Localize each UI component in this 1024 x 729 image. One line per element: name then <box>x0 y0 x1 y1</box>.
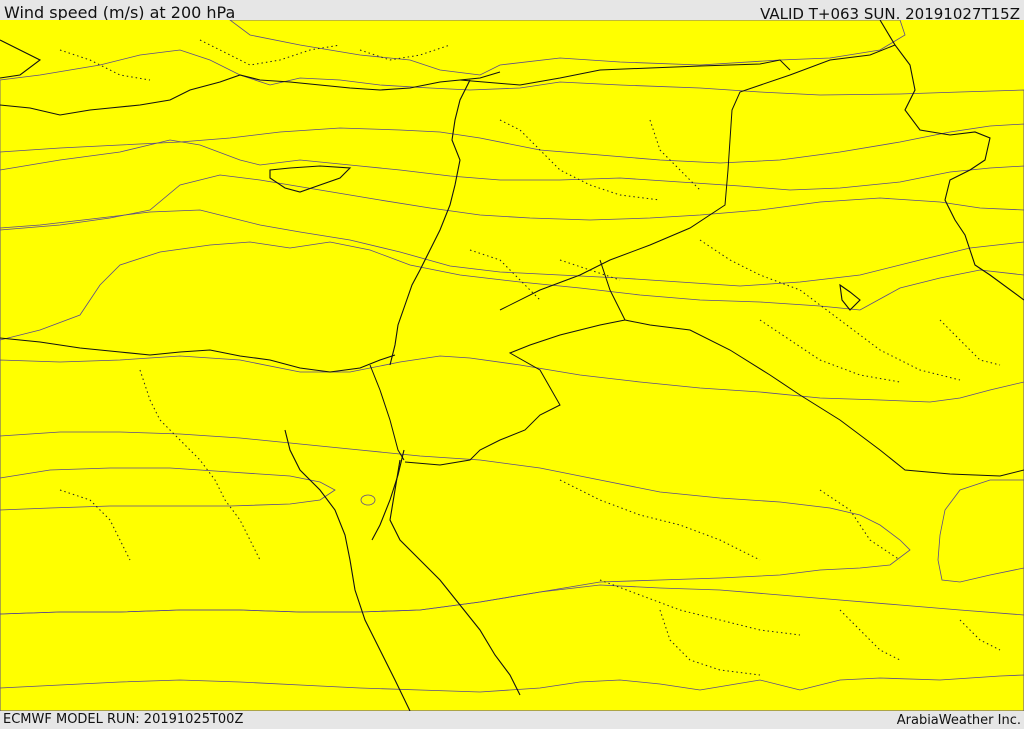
band-6-fill <box>0 209 1024 711</box>
footer-bar: ECMWF MODEL RUN: 20191025T00Z ArabiaWeat… <box>0 711 1024 729</box>
coastline-caspian <box>879 20 1024 301</box>
coastline-red-sea-west <box>284 429 411 711</box>
band-9-east-fill <box>937 479 1024 583</box>
band-0-fill <box>229 20 906 76</box>
coastline-gulf-aqaba <box>371 449 405 541</box>
admin-boundary-5 <box>559 479 901 636</box>
valid-time-label: VALID T+063 SUN. 20191027T15Z <box>760 5 1020 23</box>
admin-boundary-6 <box>659 609 1001 676</box>
band-1-fill <box>0 20 1024 711</box>
band-4-fill <box>0 139 1024 711</box>
coastline-gulf-kuwait <box>839 283 861 311</box>
coastline-levant <box>389 79 471 366</box>
map-canvas <box>0 20 1024 711</box>
border-jordan-saudi <box>404 319 626 466</box>
band-7-fill <box>0 241 1024 711</box>
coastline-north-med <box>0 39 501 116</box>
band-5-fill <box>0 174 1024 711</box>
border-jordan <box>459 59 791 86</box>
model-run-label: ECMWF MODEL RUN: 20191025T00Z <box>3 712 244 727</box>
coastline-red-sea-east <box>389 459 521 696</box>
map-title: Wind speed (m/s) at 200 hPa <box>4 3 236 22</box>
coastline-cyprus <box>269 165 352 193</box>
admin-boundary-7 <box>759 319 1001 383</box>
band-10-fill <box>0 467 336 511</box>
border-saudi-iraq-south <box>599 259 1024 477</box>
admin-boundary-3 <box>469 239 961 381</box>
credit-label: ArabiaWeather Inc. <box>896 713 1021 728</box>
coastline-north-africa <box>0 337 396 373</box>
header-bar: Wind speed (m/s) at 200 hPa VALID T+063 … <box>0 0 1024 23</box>
admin-boundary-2 <box>499 119 701 201</box>
band-8-south-fill <box>0 584 1024 711</box>
border-egypt-israel <box>369 364 405 461</box>
band-7-south-fill <box>0 674 1024 711</box>
admin-boundary-1 <box>59 39 451 81</box>
band-8-fill <box>0 355 1024 711</box>
band-3-fill <box>0 123 1024 711</box>
wind-speed-map[interactable] <box>0 20 1024 711</box>
band-2-fill <box>0 49 1024 711</box>
admin-boundary-4 <box>59 369 261 561</box>
band-10-small-cell <box>360 494 376 506</box>
